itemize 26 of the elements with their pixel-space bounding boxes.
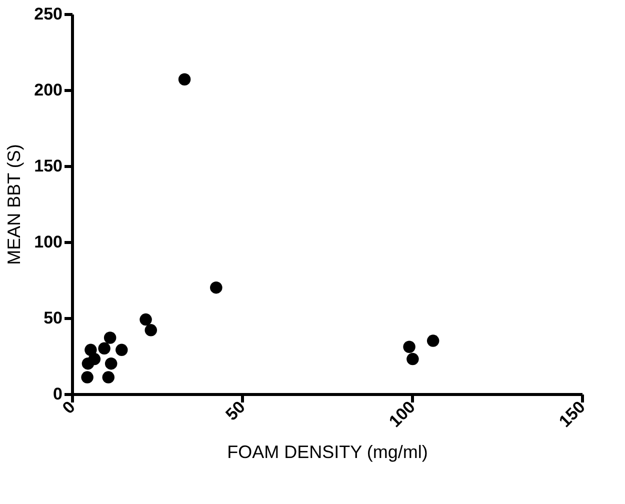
y-tick-label: 200 (34, 80, 62, 100)
x-tick-label: 50 (222, 397, 249, 424)
y-tick-label: 250 (34, 4, 62, 24)
point (210, 281, 222, 294)
y-tick-label: 100 (34, 232, 62, 252)
x-tick-label: 150 (555, 397, 589, 431)
point (88, 352, 101, 366)
point (116, 344, 128, 356)
y-tick-label: 50 (44, 308, 62, 328)
point (426, 334, 440, 347)
point (104, 357, 118, 370)
point (81, 371, 94, 384)
y-axis-title: MEAN BBT (S) (4, 144, 24, 265)
y-tick-label: 150 (34, 156, 62, 176)
point (178, 73, 191, 86)
point (84, 344, 97, 356)
point (98, 342, 110, 355)
point (144, 324, 158, 336)
point (140, 313, 152, 326)
point (403, 340, 416, 353)
point (104, 332, 116, 344)
point (102, 371, 115, 384)
y-tick-label: 0 (53, 384, 62, 404)
x-axis-title: FOAM DENSITY (mg/ml) (227, 442, 428, 462)
x-tick-label: 100 (385, 397, 419, 431)
point (406, 352, 419, 366)
